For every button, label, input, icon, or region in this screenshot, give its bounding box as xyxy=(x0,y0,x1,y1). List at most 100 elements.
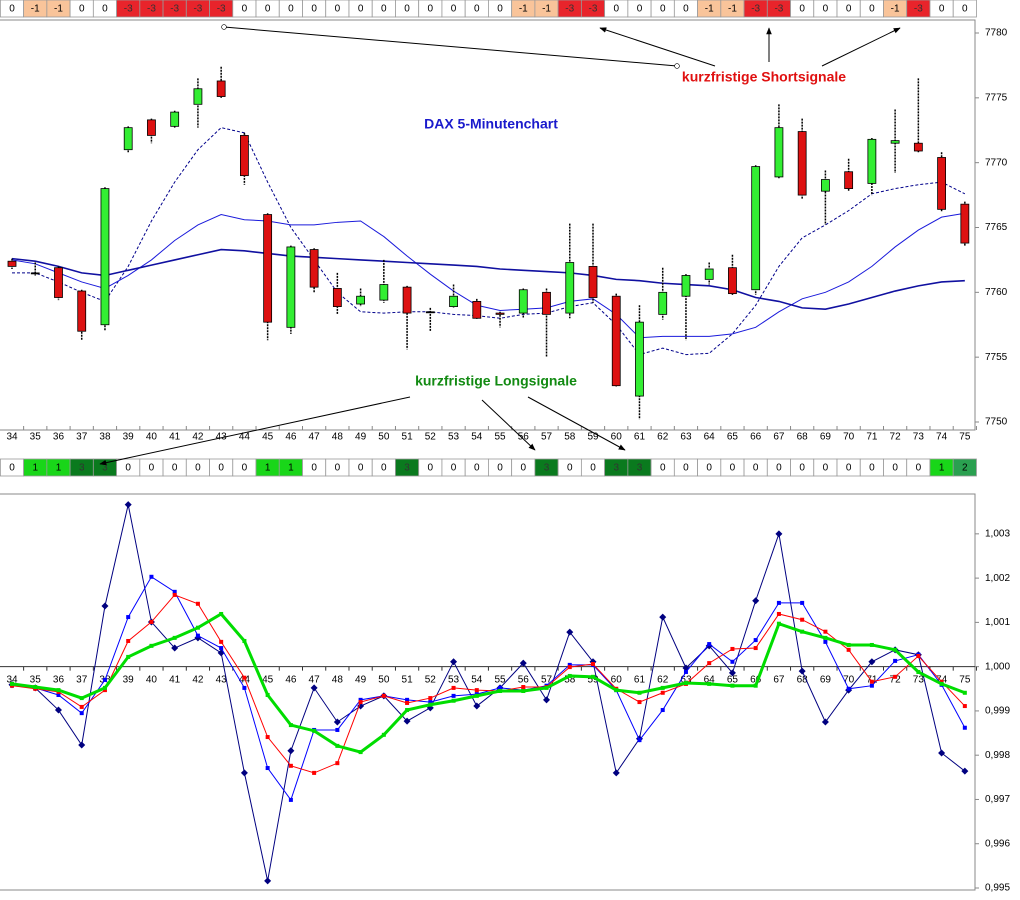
x-tick-label: 53 xyxy=(448,674,460,685)
point-marker xyxy=(124,501,132,509)
signal-label: 2 xyxy=(962,463,968,474)
y-tick-label: 0,996 xyxy=(985,838,1010,849)
signal-label: -1 xyxy=(705,4,714,15)
candle-body xyxy=(728,267,737,295)
point-marker xyxy=(730,646,735,651)
arrow xyxy=(99,396,411,466)
y-tick-label: 7765 xyxy=(985,222,1008,233)
x-tick-label: 63 xyxy=(680,674,692,685)
point-marker xyxy=(893,658,898,663)
annotation-arrows xyxy=(99,24,901,466)
x-tick-label: 66 xyxy=(750,674,762,685)
x-tick-label: 53 xyxy=(448,432,460,443)
signal-label: -3 xyxy=(147,4,156,15)
x-tick-label: 48 xyxy=(332,432,344,443)
x-tick-label: 73 xyxy=(913,432,925,443)
candle-body xyxy=(239,135,249,177)
point-marker xyxy=(172,635,177,640)
signal-label: 0 xyxy=(9,4,15,15)
point-marker xyxy=(149,643,154,648)
point-marker xyxy=(707,642,712,647)
x-tick-label: 58 xyxy=(564,674,576,685)
point-marker xyxy=(56,692,61,697)
candle-body xyxy=(170,111,180,127)
x-tick-label: 56 xyxy=(518,674,530,685)
signal-label: 0 xyxy=(288,4,294,15)
signal-label: 0 xyxy=(451,463,457,474)
point-marker xyxy=(126,654,131,659)
signal-label: 0 xyxy=(799,4,805,15)
point-marker xyxy=(102,677,107,682)
signal-label: -1 xyxy=(891,4,900,15)
point-marker xyxy=(962,725,967,730)
point-marker xyxy=(939,679,944,684)
point-marker xyxy=(171,644,179,652)
signal-label: -3 xyxy=(565,4,574,15)
point-marker xyxy=(242,675,247,680)
y-tick-label: 0,999 xyxy=(985,706,1010,717)
y-tick-label: 1,001 xyxy=(985,617,1010,628)
point-marker xyxy=(312,728,317,733)
signal-label: 0 xyxy=(125,463,131,474)
x-tick-label: 36 xyxy=(53,674,65,685)
signal-label: -3 xyxy=(751,4,760,15)
signal-label: 0 xyxy=(753,463,759,474)
x-tick-label: 70 xyxy=(843,432,855,443)
point-marker xyxy=(938,749,946,757)
signal-label: 0 xyxy=(613,4,619,15)
point-marker xyxy=(823,629,828,634)
annotation: kurzfristige Shortsignale xyxy=(682,69,846,85)
x-tick-label: 34 xyxy=(6,432,18,443)
x-tick-label: 45 xyxy=(262,432,274,443)
x-tick-label: 58 xyxy=(564,432,576,443)
signal-label: 0 xyxy=(846,463,852,474)
point-marker xyxy=(195,625,200,630)
point-marker xyxy=(126,638,131,643)
point-marker xyxy=(730,683,735,688)
point-marker xyxy=(683,681,688,686)
candle-body xyxy=(216,80,226,97)
x-tick-label: 52 xyxy=(425,674,437,685)
x-tick-label: 66 xyxy=(750,432,762,443)
signal-label: 0 xyxy=(428,4,434,15)
signal-label: -3 xyxy=(589,4,598,15)
candle-body xyxy=(356,295,366,305)
series-line xyxy=(11,612,966,754)
signal-label: -3 xyxy=(170,4,179,15)
candle-body xyxy=(263,214,273,323)
signal-label: 0 xyxy=(358,463,364,474)
x-tick-label: 73 xyxy=(913,674,925,685)
bottom-frame xyxy=(0,493,976,891)
x-tick-label: 37 xyxy=(76,432,88,443)
point-marker xyxy=(310,684,318,692)
signal-label: 1 xyxy=(32,463,38,474)
candle-body xyxy=(472,301,482,319)
point-marker xyxy=(79,704,84,709)
signal-label: 0 xyxy=(637,4,643,15)
x-tick-label: 59 xyxy=(587,432,599,443)
point-marker xyxy=(242,685,247,690)
moving-average-line xyxy=(12,127,966,356)
candle-body xyxy=(193,88,203,105)
signal-label: 3 xyxy=(404,463,410,474)
point-marker xyxy=(939,681,944,686)
x-tick-label: 61 xyxy=(634,432,646,443)
y-tick-label: 7755 xyxy=(985,352,1008,363)
point-marker xyxy=(567,665,572,670)
signal-label: 0 xyxy=(451,4,457,15)
point-marker xyxy=(728,669,736,677)
point-marker xyxy=(265,692,270,697)
signal-label: 3 xyxy=(79,463,85,474)
point-marker xyxy=(403,717,411,725)
point-marker xyxy=(195,633,200,638)
point-marker xyxy=(683,669,688,674)
x-tick-label: 65 xyxy=(727,674,739,685)
signal-label: -3 xyxy=(217,4,226,15)
point-marker xyxy=(544,685,549,690)
candle-body xyxy=(751,166,761,291)
x-tick-label: 54 xyxy=(471,432,483,443)
signal-label: 0 xyxy=(497,463,503,474)
point-marker xyxy=(753,683,758,688)
point-marker xyxy=(591,661,595,666)
point-marker xyxy=(149,619,154,624)
